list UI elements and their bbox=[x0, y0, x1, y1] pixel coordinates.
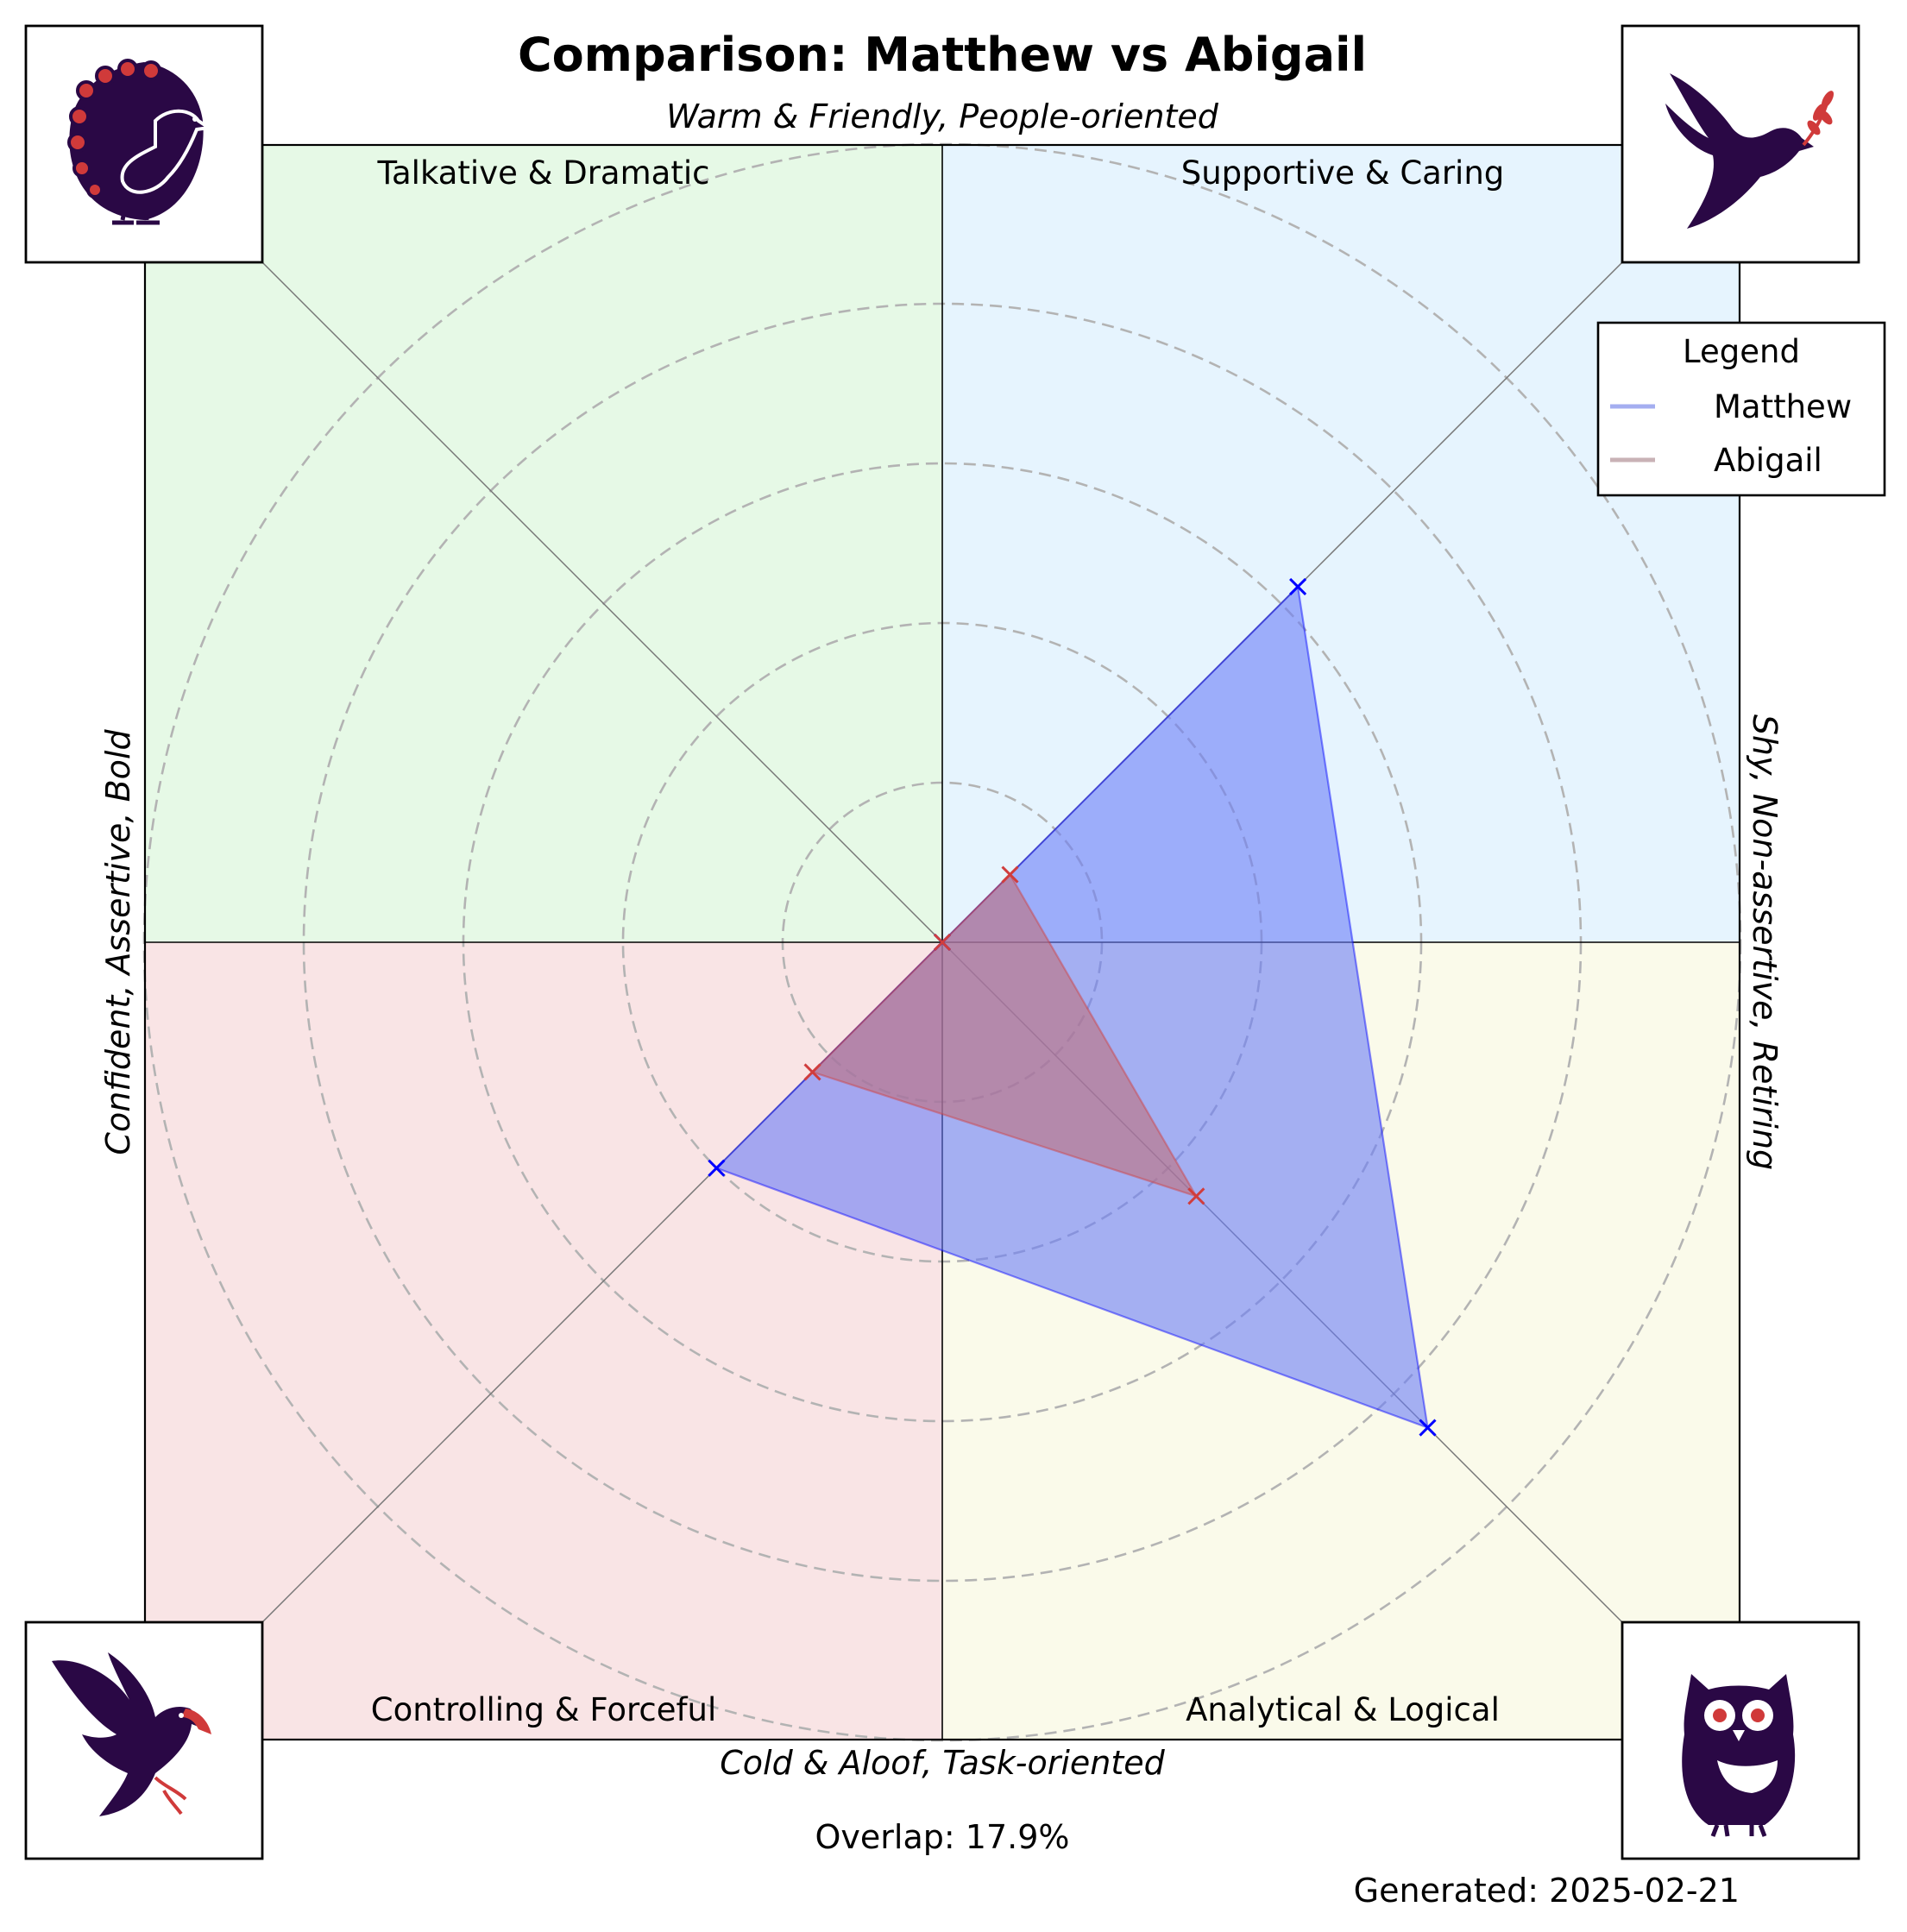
data-point-abigail bbox=[1187, 1187, 1205, 1205]
axis-label-top: Warm & Friendly, People-oriented bbox=[666, 98, 1219, 135]
generated-label: Generated: 2025-02-21 bbox=[1354, 1872, 1740, 1910]
quadrant-label-supportive: Supportive & Caring bbox=[1181, 154, 1505, 192]
series-layer bbox=[708, 577, 1437, 1437]
dove-icon bbox=[1665, 73, 1834, 229]
plot-border bbox=[143, 143, 1741, 1741]
data-point-abigail bbox=[1001, 865, 1019, 884]
peacock-icon bbox=[67, 59, 214, 225]
axis-label-left: Confident, Assertive, Bold bbox=[99, 729, 137, 1155]
data-point-matthew bbox=[708, 1159, 726, 1177]
overlap-label: Overlap: 17.9% bbox=[815, 1818, 1070, 1856]
legend-label-matthew: Matthew bbox=[1714, 388, 1852, 425]
eagle-icon bbox=[52, 1652, 211, 1816]
peacock-icon-box bbox=[24, 24, 264, 264]
quadrant-label-analytical: Analytical & Logical bbox=[1186, 1691, 1500, 1728]
data-point-matthew bbox=[1289, 577, 1307, 595]
data-point-abigail bbox=[933, 933, 952, 952]
chart-title: Comparison: Matthew vs Abigail bbox=[518, 28, 1367, 82]
legend-title: Legend bbox=[1683, 333, 1800, 370]
dove-icon-box bbox=[1621, 24, 1860, 264]
owl-icon bbox=[1682, 1674, 1796, 1837]
data-point-abigail bbox=[803, 1063, 821, 1081]
legend-frame bbox=[1596, 321, 1886, 497]
data-point-matthew bbox=[1419, 1419, 1437, 1437]
legend-label-abigail: Abigail bbox=[1714, 442, 1822, 479]
axis-diagonal bbox=[261, 261, 943, 943]
axis-label-right: Shy, Non-assertive, Retiring bbox=[1746, 714, 1784, 1170]
axis-label-bottom: Cold & Aloof, Task-oriented bbox=[720, 1744, 1165, 1782]
legend: Legend Matthew Abigail bbox=[1596, 321, 1886, 497]
quadrant-label-talkative: Talkative & Dramatic bbox=[377, 154, 710, 192]
eagle-icon-box bbox=[24, 1620, 264, 1860]
owl-icon-box bbox=[1621, 1620, 1860, 1860]
quadrant-label-controlling: Controlling & Forceful bbox=[371, 1691, 716, 1728]
